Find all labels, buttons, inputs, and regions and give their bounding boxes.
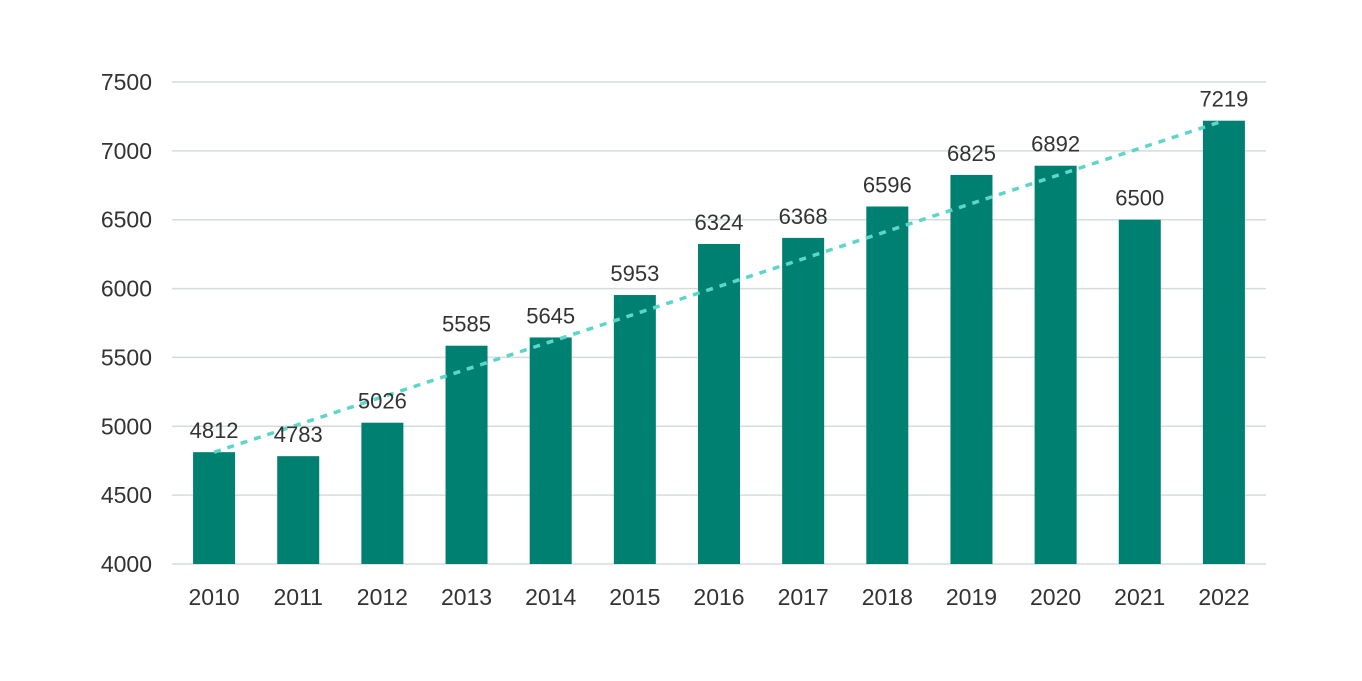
trendline: [213, 119, 1225, 454]
bar-2019: [950, 174, 993, 564]
y-tick-label: 7500: [101, 69, 152, 95]
bars: [193, 120, 1245, 564]
bar-2016: [698, 243, 740, 564]
x-tick-label: 2010: [188, 584, 239, 610]
y-tick-label: 7000: [101, 138, 152, 164]
x-tick-label: 2012: [357, 584, 408, 610]
bar-2015: [613, 295, 656, 564]
data-labels: 4812 4783 5026 5585 5645 5953 6324 6368 6596 6825…: [190, 87, 1249, 447]
data-label: 6324: [695, 210, 744, 235]
x-axis-ticks: 2010 2011 2012 2013 2014 2015 2016 2017 2018 2019…: [188, 584, 1249, 610]
bar-2012: [361, 422, 404, 564]
x-tick-label: 2014: [525, 584, 576, 610]
y-tick-label: 6500: [101, 207, 152, 233]
data-label: 6368: [779, 204, 828, 229]
data-label: 4812: [190, 418, 239, 443]
bar-2022: [1202, 120, 1245, 564]
bar-2013: [445, 345, 488, 564]
data-label: 6500: [1115, 186, 1164, 211]
y-tick-label: 5000: [101, 413, 152, 439]
data-label: 6825: [947, 141, 996, 166]
y-tick-label: 4000: [101, 551, 152, 577]
x-tick-label: 2020: [1030, 584, 1081, 610]
x-tick-label: 2016: [693, 584, 744, 610]
x-tick-label: 2021: [1114, 584, 1165, 610]
x-tick-label: 2019: [946, 584, 997, 610]
y-tick-label: 5500: [101, 344, 152, 370]
bar-2020: [1034, 165, 1077, 564]
x-tick-label: 2022: [1198, 584, 1249, 610]
x-tick-label: 2013: [441, 584, 492, 610]
bar-2014: [529, 337, 572, 564]
x-tick-label: 2015: [609, 584, 660, 610]
data-label: 5953: [610, 261, 659, 286]
bar-2017: [782, 237, 825, 564]
bar-2018: [866, 206, 909, 564]
data-label: 5585: [442, 312, 491, 337]
x-tick-label: 2018: [862, 584, 913, 610]
bar-2021: [1118, 219, 1161, 564]
data-label: 7219: [1199, 87, 1248, 112]
data-label: 5645: [526, 303, 575, 328]
data-label: 6892: [1031, 132, 1080, 157]
data-label: 6596: [863, 172, 912, 197]
y-tick-label: 6000: [101, 276, 152, 302]
data-label: 4783: [274, 422, 323, 447]
data-label: 5026: [358, 389, 407, 414]
bar-2011: [277, 456, 320, 564]
y-tick-label: 4500: [101, 482, 152, 508]
trendline-layer: [213, 119, 1225, 454]
y-axis-ticks: 4000 4500 5000 5500 6000 6500 7000 7500: [101, 69, 152, 577]
bar-2010: [193, 452, 236, 564]
x-tick-label: 2011: [273, 584, 322, 610]
x-tick-label: 2017: [778, 584, 829, 610]
